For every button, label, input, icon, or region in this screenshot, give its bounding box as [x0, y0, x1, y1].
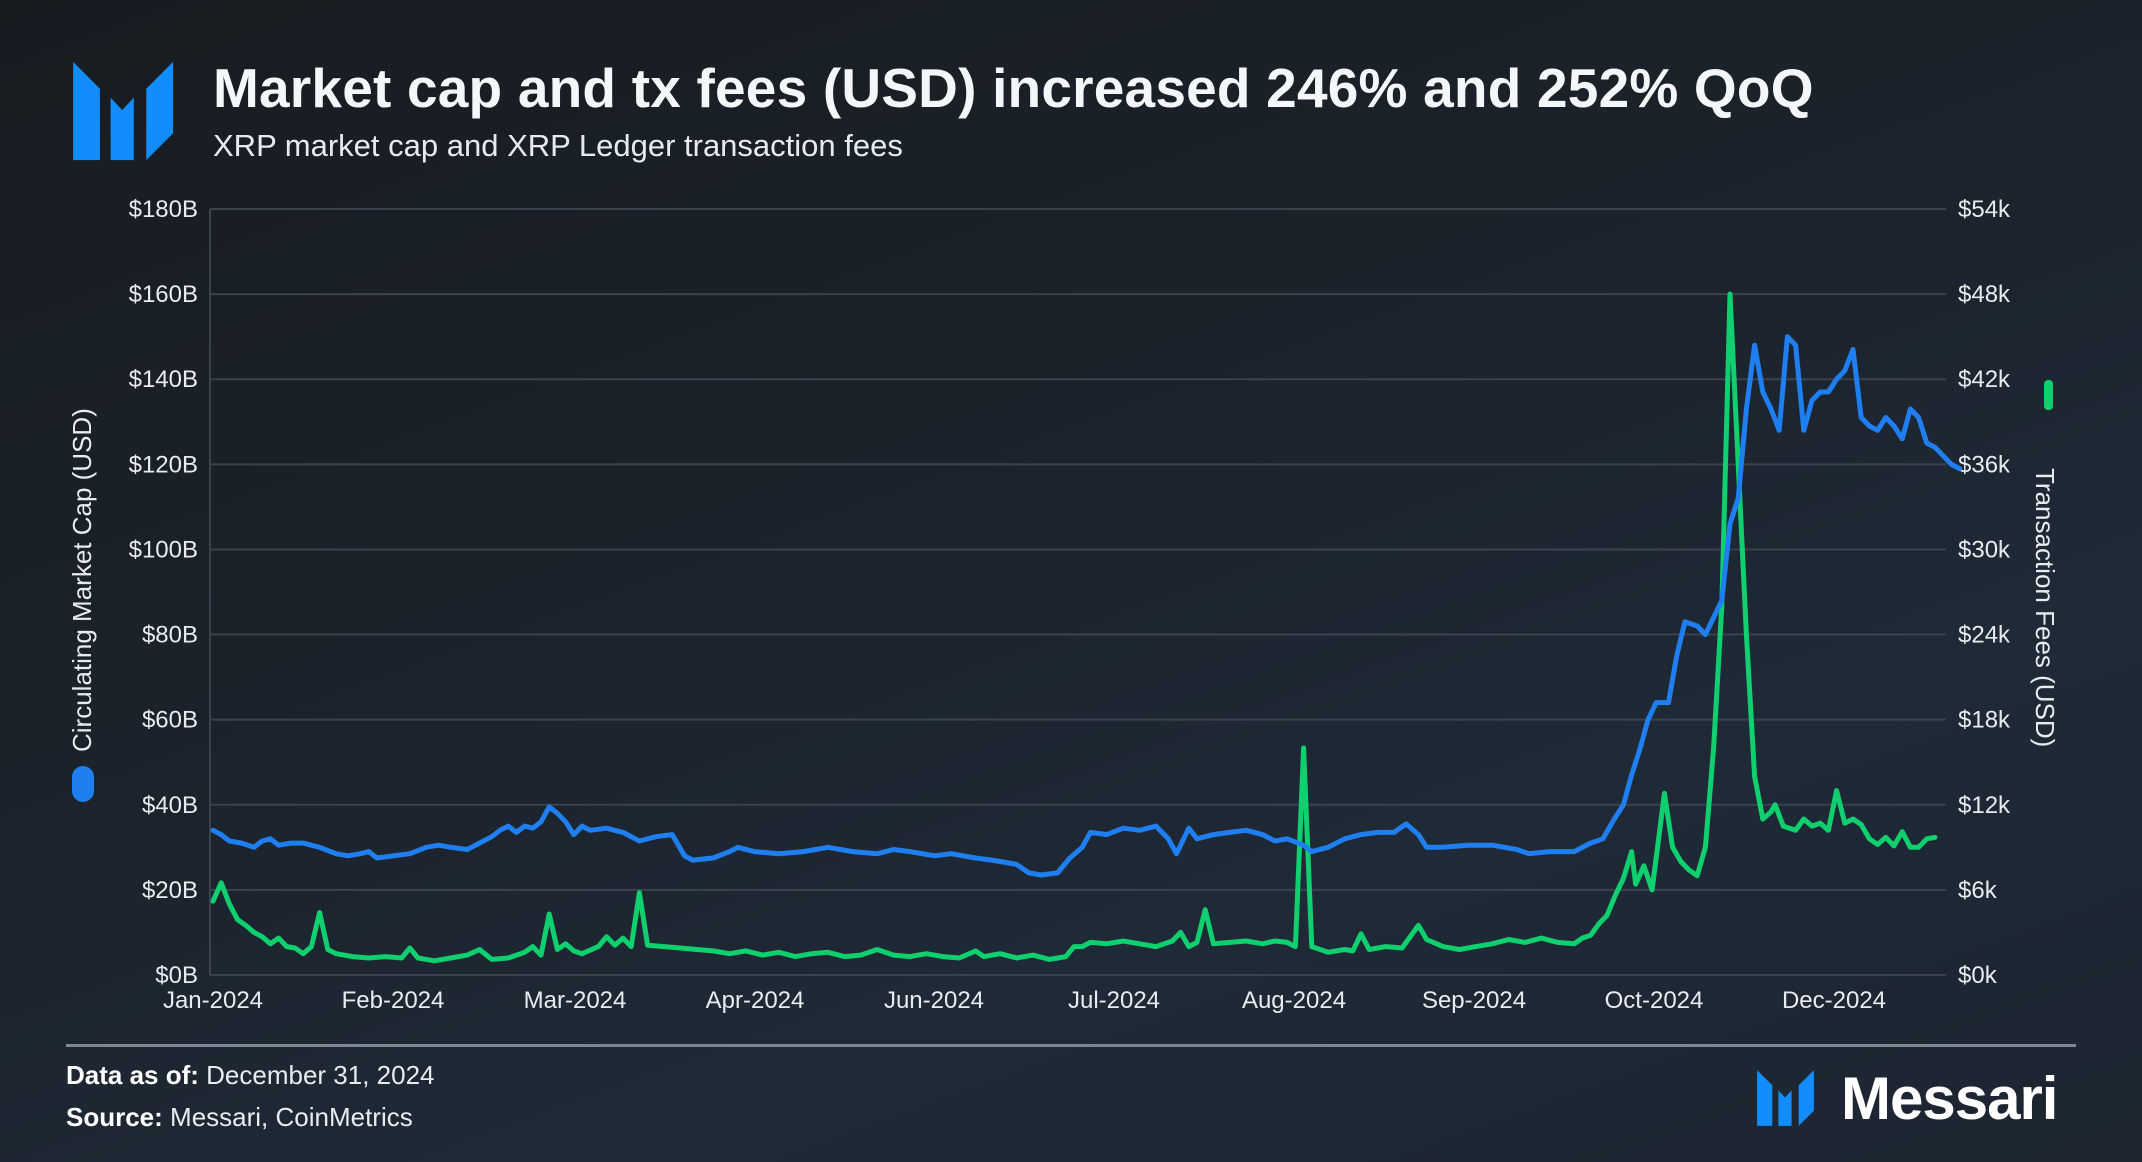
tx-fees-line [210, 291, 1938, 964]
y-tick-label-right: $30k [1958, 536, 2011, 563]
y-tick-label-right: $18k [1958, 707, 2011, 734]
y-tick-label-right: $36k [1958, 451, 2011, 478]
x-tick-label: Feb-2024 [342, 987, 445, 1014]
messari-brand-logo-icon [1757, 1070, 1814, 1126]
data-as-of-label: Data as of: [66, 1060, 199, 1090]
y-tick-label-left: $140B [129, 366, 198, 393]
y-tick-label-left: $100B [129, 536, 198, 563]
data-as-of-value: December 31, 2024 [198, 1060, 435, 1090]
y-tick-label-right: $0k [1958, 962, 1998, 989]
y-tick-label-right: $12k [1958, 792, 2011, 819]
y-tick-label-right: $6k [1958, 877, 1998, 904]
chart-title: Market cap and tx fees (USD) increased 2… [213, 57, 1814, 119]
y-tick-label-right: $42k [1958, 366, 2011, 393]
x-tick-label: Mar-2024 [524, 987, 627, 1014]
x-tick-label: Aug-2024 [1242, 987, 1346, 1014]
x-tick-label: Sep-2024 [1422, 987, 1526, 1014]
source-value: Messari, CoinMetrics [162, 1102, 413, 1132]
x-tick-label: Apr-2024 [706, 987, 805, 1014]
tx-fees-legend-marker [2044, 380, 2053, 410]
footer-divider [66, 1044, 1076, 1047]
source-note: Source: Messari, CoinMetrics [66, 1102, 413, 1133]
y-tick-label-right: $48k [1958, 281, 2011, 308]
y-tick-label-left: $160B [129, 281, 198, 308]
y-tick-label-left: $40B [142, 792, 198, 819]
x-tick-label: Jun-2024 [884, 987, 984, 1014]
logo-bar-mid [110, 97, 134, 161]
messari-logo-icon [73, 61, 174, 161]
y-axis-right-label: Transaction Fees (USD) [2030, 468, 2060, 747]
footer-divider-right [1076, 1044, 2076, 1047]
x-tick-label: Oct-2024 [1605, 987, 1704, 1014]
y-tick-label-left: $80B [142, 622, 198, 649]
market-cap-line [210, 334, 1963, 878]
brand-name: Messari [1841, 1064, 2058, 1132]
y-axis-right-title: Transaction Fees (USD) [2030, 380, 2060, 747]
y-tick-label-left: $0B [155, 962, 198, 989]
gridlines [210, 208, 1946, 976]
x-tick-label: Jan-2024 [163, 987, 263, 1014]
logo-bar-left [73, 61, 100, 161]
source-label: Source: [66, 1102, 163, 1132]
y-tick-label-left: $120B [129, 451, 198, 478]
data-as-of: Data as of: December 31, 2024 [66, 1060, 435, 1091]
y-axis-left-title: Circulating Market Cap (USD) [67, 408, 97, 802]
y-axis-left-ticks: $0B $20B $40B $60B $80B $100B $120B $140B $160B $… [129, 196, 198, 989]
logo-bar-right [146, 61, 174, 161]
chart-subtitle: XRP market cap and XRP Ledger transactio… [213, 128, 903, 163]
y-tick-label-left: $180B [129, 196, 198, 223]
y-tick-label-left: $60B [142, 707, 198, 734]
x-tick-label: Dec-2024 [1782, 987, 1886, 1014]
messari-brand: Messari [1753, 1064, 2058, 1132]
y-axis-right-ticks: $0k $6k $12k $18k $24k $30k $36k $42k $48k $54k [1958, 196, 2011, 989]
y-tick-label-right: $24k [1958, 622, 2011, 649]
x-axis-ticks: Jan-2024 Feb-2024 Mar-2024 Apr-2024 Jun-2024… [163, 987, 1886, 1014]
x-tick-label: Jul-2024 [1068, 987, 1160, 1014]
market-cap-legend-marker [72, 766, 94, 802]
y-tick-label-right: $54k [1958, 196, 2011, 223]
y-axis-left-label: Circulating Market Cap (USD) [67, 408, 97, 752]
y-tick-label-left: $20B [142, 877, 198, 904]
